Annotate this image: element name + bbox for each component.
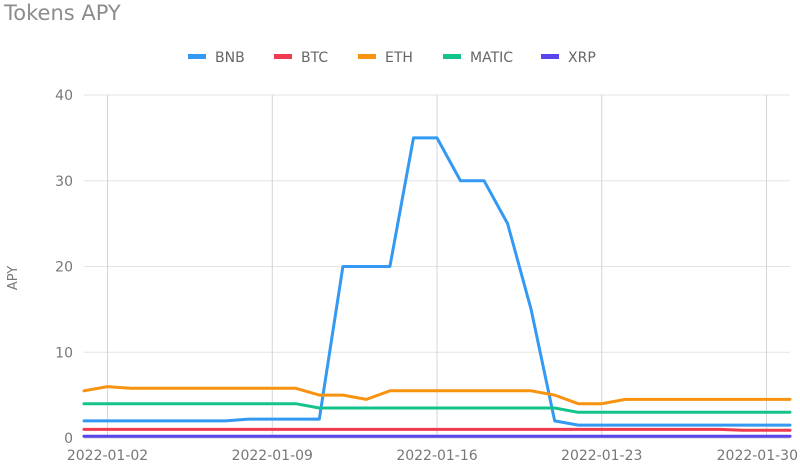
legend-label-eth: ETH xyxy=(385,50,413,66)
y-axis-label: APY xyxy=(6,266,21,290)
y-tick-label: 30 xyxy=(55,174,73,190)
y-tick-label: 40 xyxy=(55,88,73,104)
y-axis-ticks: 0 10 20 30 40 xyxy=(55,88,73,447)
series-line-btc xyxy=(82,427,792,432)
chart-title: Tokens APY xyxy=(4,1,121,25)
y-tick-label: 10 xyxy=(55,345,73,361)
x-tick-label: 2022-01-23 xyxy=(561,448,642,464)
series-line-bnb xyxy=(82,136,792,427)
legend-swatch-btc xyxy=(274,54,292,59)
x-axis-ticks: 2022-01-02 2022-01-09 2022-01-16 2022-01-23… xyxy=(67,448,798,464)
series-lines xyxy=(82,136,792,438)
grid xyxy=(84,94,790,439)
series-line-eth xyxy=(82,385,792,406)
legend-swatch-matic xyxy=(443,54,461,59)
legend-label-matic: MATIC xyxy=(470,50,513,66)
legend-swatch-bnb xyxy=(188,54,206,59)
legend-swatch-eth xyxy=(358,54,376,59)
series-line-matic xyxy=(82,402,792,414)
legend-label-bnb: BNB xyxy=(215,50,245,66)
x-tick-label: 2022-01-16 xyxy=(396,448,477,464)
x-tick-label: 2022-01-02 xyxy=(67,448,148,464)
y-tick-label: 0 xyxy=(64,431,73,447)
legend-label-btc: BTC xyxy=(301,50,328,66)
legend: BNB BTC ETH MATIC XRP xyxy=(188,50,596,66)
legend-swatch-xrp xyxy=(541,54,559,59)
x-tick-label: 2022-01-09 xyxy=(232,448,313,464)
x-tick-label: 2022-01-30 xyxy=(717,448,798,464)
legend-label-xrp: XRP xyxy=(568,50,596,66)
y-tick-label: 20 xyxy=(55,260,73,276)
